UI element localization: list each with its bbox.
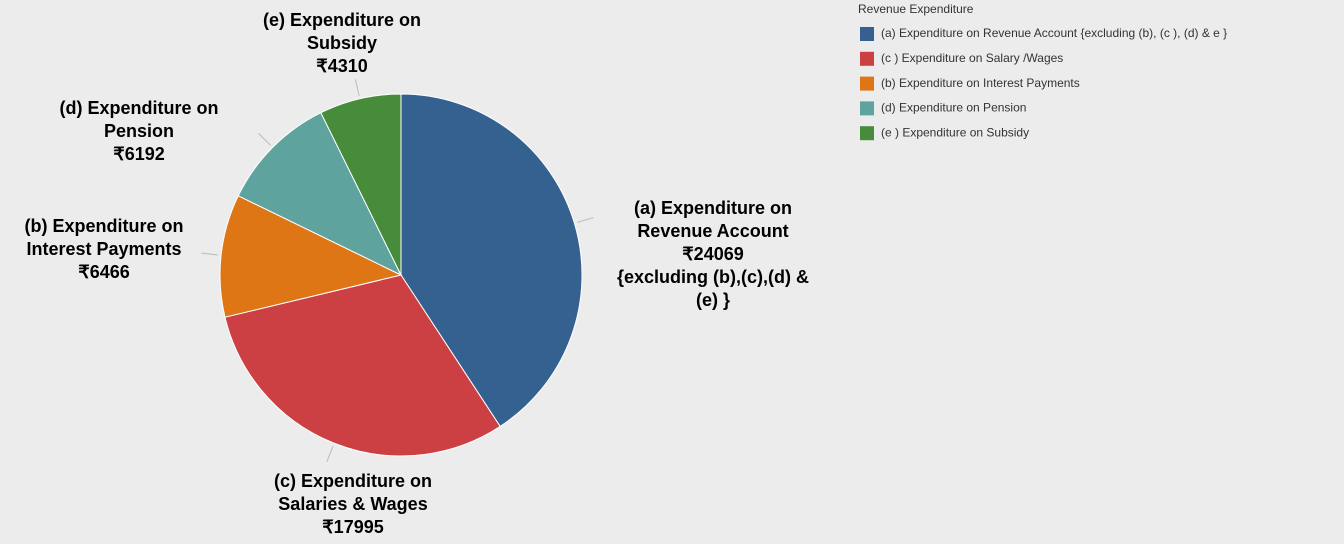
slice-label: (a) Expenditure on xyxy=(634,198,792,218)
pie-slice xyxy=(224,274,501,457)
leader-line xyxy=(326,445,334,463)
legend-label: (e ) Expenditure on Subsidy xyxy=(881,125,1029,139)
slice-label: (d) Expenditure on xyxy=(60,98,219,118)
legend-swatch xyxy=(860,101,874,116)
pie-slice xyxy=(237,112,403,277)
slice-label: (c) Expenditure on xyxy=(274,471,432,491)
legend-label: (b) Expenditure on Interest Payments xyxy=(881,76,1080,90)
leader-line xyxy=(258,132,271,146)
slice-label: ₹17995 xyxy=(322,517,384,537)
slice-label: Revenue Account xyxy=(637,221,788,241)
legend-swatch xyxy=(860,76,874,91)
slice-label: Subsidy xyxy=(307,33,377,53)
legend-swatch xyxy=(860,51,874,66)
pie-slice xyxy=(320,93,402,276)
legend-swatch xyxy=(860,126,874,141)
slice-label: ₹24069 xyxy=(682,244,744,264)
slice-label: ₹6192 xyxy=(113,144,165,164)
leader-line xyxy=(354,79,360,96)
leader-line xyxy=(577,217,594,223)
legend-label: (a) Expenditure on Revenue Account {excl… xyxy=(881,26,1227,40)
pie-slice xyxy=(219,195,403,318)
slice-label: Salaries & Wages xyxy=(278,494,427,514)
slice-label: Pension xyxy=(104,121,174,141)
slice-label: ₹6466 xyxy=(78,262,130,282)
legend-swatch xyxy=(860,27,874,41)
slice-label: (e) Expenditure on xyxy=(263,10,421,30)
legend-label: (c ) Expenditure on Salary /Wages xyxy=(881,51,1063,65)
slice-label: {excluding (b),(c),(d) & xyxy=(617,267,809,287)
leader-line xyxy=(201,252,219,256)
slice-label: (e) } xyxy=(696,290,730,310)
slice-label: (b) Expenditure on xyxy=(25,216,184,236)
slice-label: Interest Payments xyxy=(26,239,181,259)
legend-title: Revenue Expenditure xyxy=(858,2,974,16)
legend-label: (d) Expenditure on Pension xyxy=(881,101,1026,115)
slice-label: ₹4310 xyxy=(316,56,368,76)
